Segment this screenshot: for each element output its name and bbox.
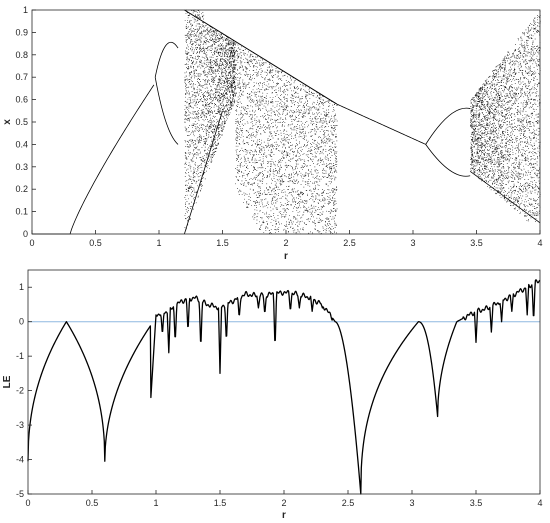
upper-boundary-line <box>184 9 338 105</box>
y-tick-label: 1 <box>23 5 28 15</box>
y-tick-label: 0.6 <box>15 95 28 105</box>
x-tick-label: 3 <box>409 498 414 508</box>
bifurcation-plot-frame <box>31 9 541 235</box>
bifurcation-x-ticks: 0 0.5 1 1.5 2 2.5 3 3.5 4 <box>29 230 543 248</box>
y-tick-label: -5 <box>16 489 24 499</box>
y-tick-label: -1 <box>16 351 24 361</box>
y-tick-label: 0.1 <box>15 207 28 217</box>
x-tick-label: 0 <box>29 238 34 248</box>
x-tick-label: 2.5 <box>342 498 355 508</box>
lyapunov-y-axis-label: LE <box>2 375 13 388</box>
x-tick-label: 4 <box>537 238 542 248</box>
y-tick-label: 0.7 <box>15 72 28 82</box>
x-tick-label: 2.5 <box>343 238 356 248</box>
y-tick-label: 0.2 <box>15 184 28 194</box>
lower-boundary-line <box>184 110 223 235</box>
lower-boundary-line-2 <box>469 170 541 224</box>
y-tick-label: 0 <box>23 229 28 239</box>
x-tick-label: 0.5 <box>89 238 102 248</box>
x-tick-label: 1.5 <box>216 238 229 248</box>
y-tick-label: 0.5 <box>15 117 28 127</box>
x-tick-label: 3.5 <box>470 238 483 248</box>
x-tick-label: 3 <box>410 238 415 248</box>
lyapunov-exponent-line <box>27 279 541 495</box>
x-tick-label: 4 <box>537 498 542 508</box>
chaotic-band <box>235 43 338 235</box>
chaotic-band <box>184 9 236 231</box>
x-tick-label: 1 <box>153 498 158 508</box>
x-tick-label: 0 <box>25 498 30 508</box>
chaotic-band <box>470 11 541 222</box>
lyapunov-panel: 0 0.5 1 1.5 2 2.5 3 3.5 4 -5 -4 -3 -2 -1 0 1 r LE <box>2 269 543 521</box>
x-tick-label: 3.5 <box>470 498 483 508</box>
x-tick-label: 1 <box>156 238 161 248</box>
second-period-doubling <box>425 107 471 177</box>
lyapunov-y-ticks: -5 -4 -3 -2 -1 0 1 <box>16 282 32 499</box>
second-fixed-branch <box>336 103 426 145</box>
y-tick-label: 0.3 <box>15 162 28 172</box>
bifurcation-panel: 0 0.5 1 1.5 2 2.5 3 3.5 4 0 0.1 0.2 0.3 0.4 0.5 0.6 0.7… <box>2 5 543 262</box>
x-tick-label: 2 <box>281 498 286 508</box>
bifurcation-points <box>32 9 541 235</box>
y-tick-label: 0 <box>19 317 24 327</box>
fixed-point-branch <box>32 84 155 235</box>
period-doubling-branch <box>154 41 179 145</box>
y-tick-label: -4 <box>16 455 24 465</box>
lyapunov-x-axis-label: r <box>282 510 286 521</box>
lyapunov-x-ticks: 0 0.5 1 1.5 2 2.5 3 3.5 4 <box>25 490 543 508</box>
y-tick-label: -2 <box>16 386 24 396</box>
x-tick-label: 2 <box>283 238 288 248</box>
y-tick-label: 0.9 <box>15 27 28 37</box>
y-tick-label: 1 <box>19 282 24 292</box>
y-tick-label: -3 <box>16 420 24 430</box>
bifurcation-y-ticks: 0 0.1 0.2 0.3 0.4 0.5 0.6 0.7 0.8 0.9 1 <box>15 5 36 239</box>
bifurcation-y-axis-label: x <box>2 119 13 125</box>
y-tick-label: 0.8 <box>15 50 28 60</box>
y-tick-label: 0.4 <box>15 139 28 149</box>
x-tick-label: 1.5 <box>214 498 227 508</box>
x-tick-label: 0.5 <box>86 498 99 508</box>
bifurcation-x-axis-label: r <box>284 251 288 262</box>
